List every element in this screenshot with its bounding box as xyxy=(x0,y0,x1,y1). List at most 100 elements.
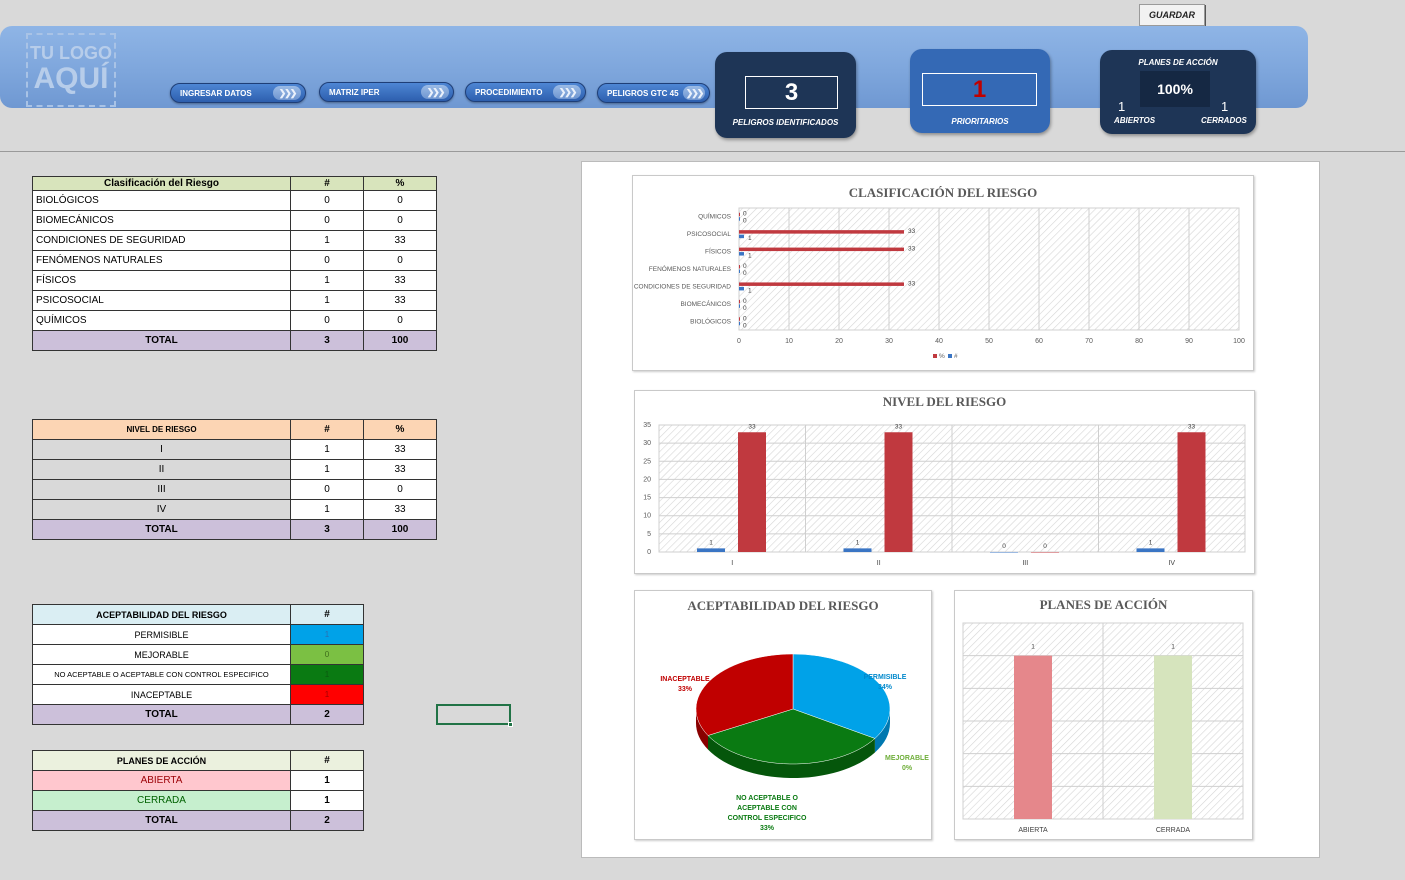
table-cell[interactable]: 0 xyxy=(290,310,364,331)
table-cell[interactable]: II xyxy=(32,459,291,480)
x-tick-label: 60 xyxy=(1035,338,1043,345)
data-label: 33 xyxy=(908,246,916,253)
table-cell[interactable]: PSICOSOCIAL xyxy=(32,290,291,311)
table-cell[interactable]: 33 xyxy=(363,439,437,460)
table-cell[interactable]: 1 xyxy=(290,770,364,791)
table-cell[interactable]: 1 xyxy=(290,499,364,520)
nav-peligros-gtc45-button[interactable]: PELIGROS GTC 45 ❯❯❯ xyxy=(597,83,710,103)
bar xyxy=(1014,655,1052,819)
table-cell[interactable]: 0 xyxy=(363,310,437,331)
table-cell[interactable]: BIOMECÁNICOS xyxy=(32,210,291,231)
chart-aceptabilidad: PERMISIBLE 34% MEJORABLE 0% NO ACEPTABLE O AC… xyxy=(660,653,929,832)
pie-slice xyxy=(695,653,794,736)
table-cell[interactable]: 0 xyxy=(363,250,437,271)
table-header: Clasificación del Riesgo xyxy=(32,176,291,191)
table-cell[interactable]: MEJORABLE xyxy=(32,644,291,665)
total-percent: 100 xyxy=(363,519,437,540)
pie-label-percent: 33% xyxy=(678,686,693,693)
table-cell[interactable]: 1 xyxy=(290,624,364,645)
kpi-plans-card: PLANES DE ACCIÓN 100% 1 ABIERTOS 1 CERRA… xyxy=(1100,50,1256,134)
pie-side xyxy=(696,709,708,750)
table-cell[interactable]: NO ACEPTABLE O ACEPTABLE CON CONTROL ESP… xyxy=(32,664,291,685)
nav-label: INGRESAR DATOS xyxy=(180,88,252,98)
data-label: 0 xyxy=(1002,543,1006,550)
total-label: TOTAL xyxy=(32,704,291,725)
selected-cell[interactable] xyxy=(436,704,513,727)
chevrons-icon: ❯❯❯ xyxy=(553,85,581,99)
table-cell[interactable]: QUÍMICOS xyxy=(32,310,291,331)
data-label: 0 xyxy=(1043,543,1047,550)
y-tick-label: 15 xyxy=(643,495,651,502)
kpi-priority-value: 1 xyxy=(922,73,1037,106)
bar-count xyxy=(739,217,740,221)
kpi-closed-label: CERRADOS xyxy=(1201,116,1247,125)
data-label: 0 xyxy=(743,298,747,305)
table-cell[interactable]: 1 xyxy=(290,664,364,685)
table-cell[interactable]: 33 xyxy=(363,230,437,251)
kpi-open-value: 1 xyxy=(1118,99,1126,114)
table-cell[interactable]: PERMISIBLE xyxy=(32,624,291,645)
nav-label: PELIGROS GTC 45 xyxy=(607,88,679,98)
table-cell[interactable]: CERRADA xyxy=(32,790,291,811)
table-cell[interactable]: I xyxy=(32,439,291,460)
chart-clasificacion-panel: CLASIFICACIÓN DEL RIESGO 0 10 20 30 40 50 60 70… xyxy=(632,175,1254,371)
table-cell[interactable]: 33 xyxy=(363,290,437,311)
x-tick-label: 100 xyxy=(1233,338,1245,345)
table-cell[interactable]: 33 xyxy=(363,270,437,291)
table-cell[interactable]: BIOLÓGICOS xyxy=(32,190,291,211)
table-header: # xyxy=(290,419,364,440)
table-cell[interactable]: INACEPTABLE xyxy=(32,684,291,705)
y-tick-label: 25 xyxy=(643,458,651,465)
nav-matriz-iper-button[interactable]: MATRIZ IPER ❯❯❯ xyxy=(319,82,454,102)
table-cell[interactable]: 0 xyxy=(290,479,364,500)
x-tick-label: 10 xyxy=(785,338,793,345)
data-label: 1 xyxy=(856,539,860,546)
chart-nivel-panel: NIVEL DEL RIESGO 0 5 10 15 20 25 30 35 I 1 33 II 1 33… xyxy=(634,390,1255,574)
table-cell[interactable]: 0 xyxy=(290,210,364,231)
bar-count xyxy=(739,234,744,239)
table-cell[interactable]: 1 xyxy=(290,230,364,251)
table-cell[interactable]: 1 xyxy=(290,684,364,705)
table-cell[interactable]: III xyxy=(32,479,291,500)
table-header: ACEPTABILIDAD DEL RIESGO xyxy=(32,604,291,625)
table-cell[interactable]: 0 xyxy=(290,250,364,271)
data-label: 33 xyxy=(908,280,916,287)
table-cell[interactable]: 33 xyxy=(363,459,437,480)
table-cell[interactable]: 0 xyxy=(290,190,364,211)
table-cell[interactable]: 0 xyxy=(363,190,437,211)
table-cell[interactable]: 33 xyxy=(363,499,437,520)
x-tick-label: 0 xyxy=(737,338,741,345)
data-label: 33 xyxy=(895,423,903,430)
table-cell[interactable]: 1 xyxy=(290,790,364,811)
table-cell[interactable]: 1 xyxy=(290,270,364,291)
nav-procedimiento-button[interactable]: PROCEDIMIENTO ❯❯❯ xyxy=(465,82,586,102)
total-label: TOTAL xyxy=(32,810,291,831)
data-label: 1 xyxy=(1149,539,1153,546)
kpi-priority-label: PRIORITARIOS xyxy=(951,117,1009,126)
table-cell[interactable]: 1 xyxy=(290,290,364,311)
table-cell[interactable]: 0 xyxy=(290,644,364,665)
logo-placeholder: TU LOGO AQUÍ xyxy=(26,33,116,107)
total-count: 3 xyxy=(290,519,364,540)
x-tick-label: 70 xyxy=(1085,338,1093,345)
table-cell[interactable]: CONDICIONES DE SEGURIDAD xyxy=(32,230,291,251)
table-cell[interactable]: FÍSICOS xyxy=(32,270,291,291)
table-cell[interactable]: 0 xyxy=(363,479,437,500)
legend-label: % xyxy=(939,353,945,360)
save-button[interactable]: GUARDAR xyxy=(1139,4,1205,26)
fill-handle[interactable] xyxy=(508,722,513,727)
table-header: # xyxy=(290,604,364,625)
table-cell[interactable]: 0 xyxy=(363,210,437,231)
table-cell[interactable]: IV xyxy=(32,499,291,520)
data-label: 0 xyxy=(743,263,747,270)
table-cell[interactable]: FENÓMENOS NATURALES xyxy=(32,250,291,271)
nav-ingresar-datos-button[interactable]: INGRESAR DATOS ❯❯❯ xyxy=(170,83,306,103)
x-tick-label: 30 xyxy=(885,338,893,345)
total-percent: 100 xyxy=(363,330,437,351)
table-cell[interactable]: 1 xyxy=(290,439,364,460)
table-cell[interactable]: 1 xyxy=(290,459,364,480)
y-tick-label: 10 xyxy=(643,513,651,520)
kpi-identified-card: 3 PELIGROS IDENTIFICADOS xyxy=(715,52,856,138)
y-tick-label: CONDICIONES DE SEGURIDAD xyxy=(634,283,731,290)
table-cell[interactable]: ABIERTA xyxy=(32,770,291,791)
